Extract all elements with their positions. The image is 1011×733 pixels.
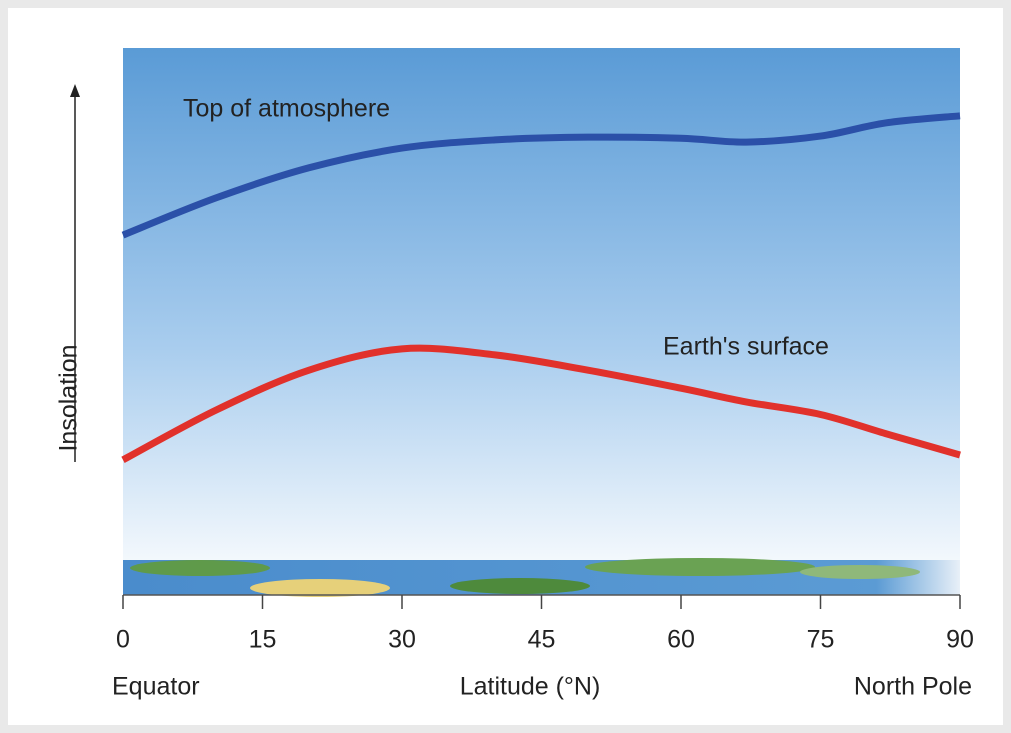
x-tick-label: 75 bbox=[807, 626, 835, 654]
surface-map bbox=[123, 558, 960, 597]
page: Insolation Latitude (°N) Equator North P… bbox=[0, 0, 1011, 733]
x-tick-label: 60 bbox=[667, 626, 695, 654]
north-pole-label: North Pole bbox=[854, 673, 972, 701]
chart: Insolation Latitude (°N) Equator North P… bbox=[0, 0, 1011, 733]
x-tick-label: 15 bbox=[249, 626, 277, 654]
x-tick-label: 0 bbox=[116, 626, 130, 654]
plot-area bbox=[123, 48, 960, 595]
equator-label: Equator bbox=[112, 673, 200, 701]
x-tick-label: 30 bbox=[388, 626, 416, 654]
y-axis-label: Insolation bbox=[55, 344, 83, 451]
x-tick-label: 90 bbox=[946, 626, 974, 654]
x-axis-label: Latitude (°N) bbox=[460, 673, 601, 701]
series-label: Top of atmosphere bbox=[183, 95, 390, 123]
x-tick-label: 45 bbox=[528, 626, 556, 654]
series-label: Earth's surface bbox=[663, 333, 829, 361]
